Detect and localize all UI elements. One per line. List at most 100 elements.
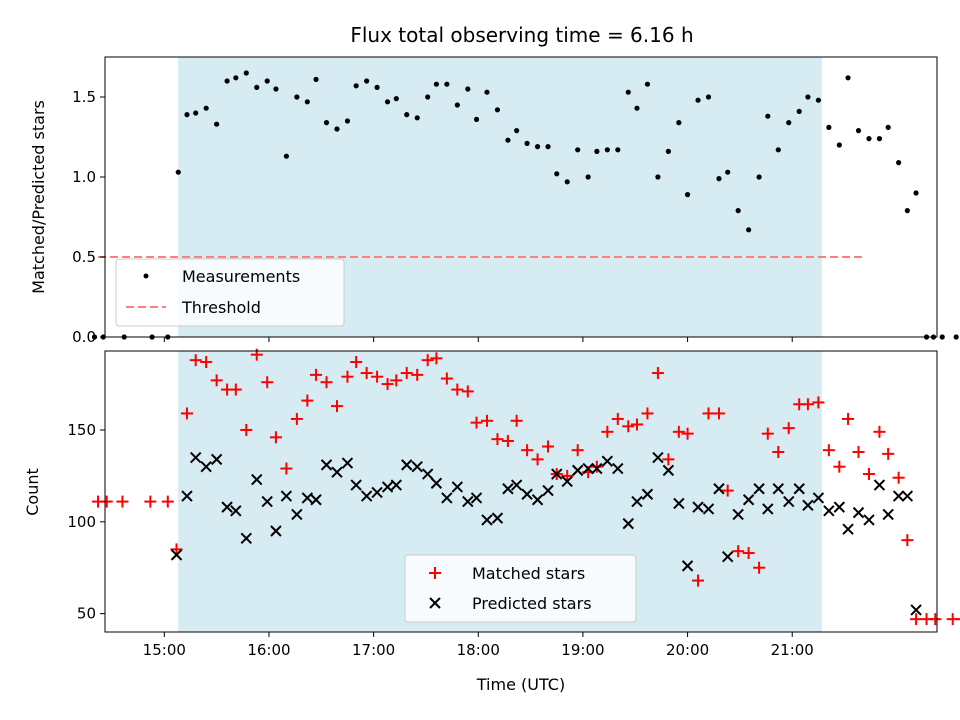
predicted-star-point [441,492,453,504]
matched-star-point [542,440,555,453]
matched-star-point [400,367,413,380]
matched-star-point [100,495,113,508]
predicted-star-point [350,479,362,491]
matched-star-point [350,356,363,369]
predicted-star-point [320,459,333,471]
predicted-star-point [561,475,573,488]
measurement-point [323,120,330,126]
matched-star-point [672,425,685,438]
measurement-point [564,179,570,185]
measurement-point [283,153,290,159]
matched-star-point [320,376,333,389]
legend-predicted-marker [429,597,441,609]
matched-star-point [742,547,755,560]
measurement-point [716,176,722,182]
measurement-point [224,78,230,84]
bottom-legend-box [404,554,637,623]
top-marks [91,70,959,340]
measurement-point [473,116,480,122]
predicted-star-point [181,490,193,502]
matched-star-point [144,495,157,508]
predicted-star-point [833,501,846,513]
measurement-point [815,97,821,103]
x-tick-label: 16:00 [247,641,290,659]
measurement-point [684,192,691,198]
matched-star-point [882,447,895,460]
bottom-y-ticks: 50 100 150 [67,421,105,623]
measurement-point [746,227,752,233]
top-x-ticks [163,337,793,342]
matched-star-point [822,444,835,457]
matched-star-point [341,370,354,383]
matched-star-point [662,453,675,466]
matched-star-point [561,469,574,482]
x-tick-label: 21:00 [771,641,814,659]
matched-star-point [601,425,614,438]
predicted-star-point [713,483,725,495]
predicted-star-point [910,604,922,616]
measurement-point [454,102,460,108]
matched-star-point [261,376,274,389]
matched-star-point [161,495,174,508]
predicted-star-point [221,501,233,513]
predicted-star-point [551,468,563,480]
measurement-point [796,108,802,114]
x-tick-label: 18:00 [457,641,500,659]
matched-star-point [852,446,865,459]
predicted-star-point [310,494,322,506]
measurement-point [444,81,450,87]
predicted-star-point [200,460,212,473]
y-tick-label: 0.0 [72,328,96,346]
matched-star-point [862,468,875,481]
matched-star-point [229,383,242,396]
predicted-star-point [280,490,293,502]
matched-star-point [290,412,303,425]
measurement-point [494,107,501,113]
predicted-star-point [762,503,774,515]
measurement-point [725,169,731,175]
predicted-star-point [612,462,624,475]
matched-star-point [630,418,643,431]
x-tick-label: 15:00 [143,641,186,659]
matched-star-point [280,462,293,475]
matched-star-point [390,374,403,387]
legend-measurements-label: Measurements [182,267,300,286]
predicted-star-point [230,505,242,517]
bottom-y-axis-label: Count [23,468,42,516]
matched-star-point [622,420,635,433]
predicted-star-point [732,508,744,521]
predicted-star-point [170,549,183,561]
predicted-star-point [673,497,685,510]
matched-star-point [812,396,825,409]
predicted-star-point [901,490,914,502]
measurement-point [695,97,701,103]
matched-star-point [721,484,734,497]
matched-star-point [761,427,774,440]
measurement-point [364,78,370,84]
matched-star-point [910,613,923,626]
measurement-point [866,136,872,142]
top-legend-box [115,258,345,327]
matched-star-point [440,372,453,385]
predicted-star-point [631,495,643,508]
measurement-point [505,137,511,143]
bottom-legend: Matched stars Predicted stars [404,554,637,623]
predicted-star-point [381,481,394,493]
legend-matched-marker [429,567,441,579]
measurement-point [353,83,359,89]
measurement-point [414,115,420,121]
measurement-point [735,208,741,214]
matched-star-point [681,427,694,440]
matched-star-point [929,613,942,626]
matched-star-point [521,444,534,457]
predicted-star-point [842,523,854,535]
bottom-marks [92,348,960,626]
matched-star-point [692,574,705,587]
measurement-point [384,99,391,105]
measurement-point [705,94,712,100]
matched-star-point [641,407,654,420]
predicted-star-point [753,483,765,495]
matched-star-point [310,368,323,381]
matched-star-point [651,367,664,380]
predicted-star-point [481,514,493,526]
